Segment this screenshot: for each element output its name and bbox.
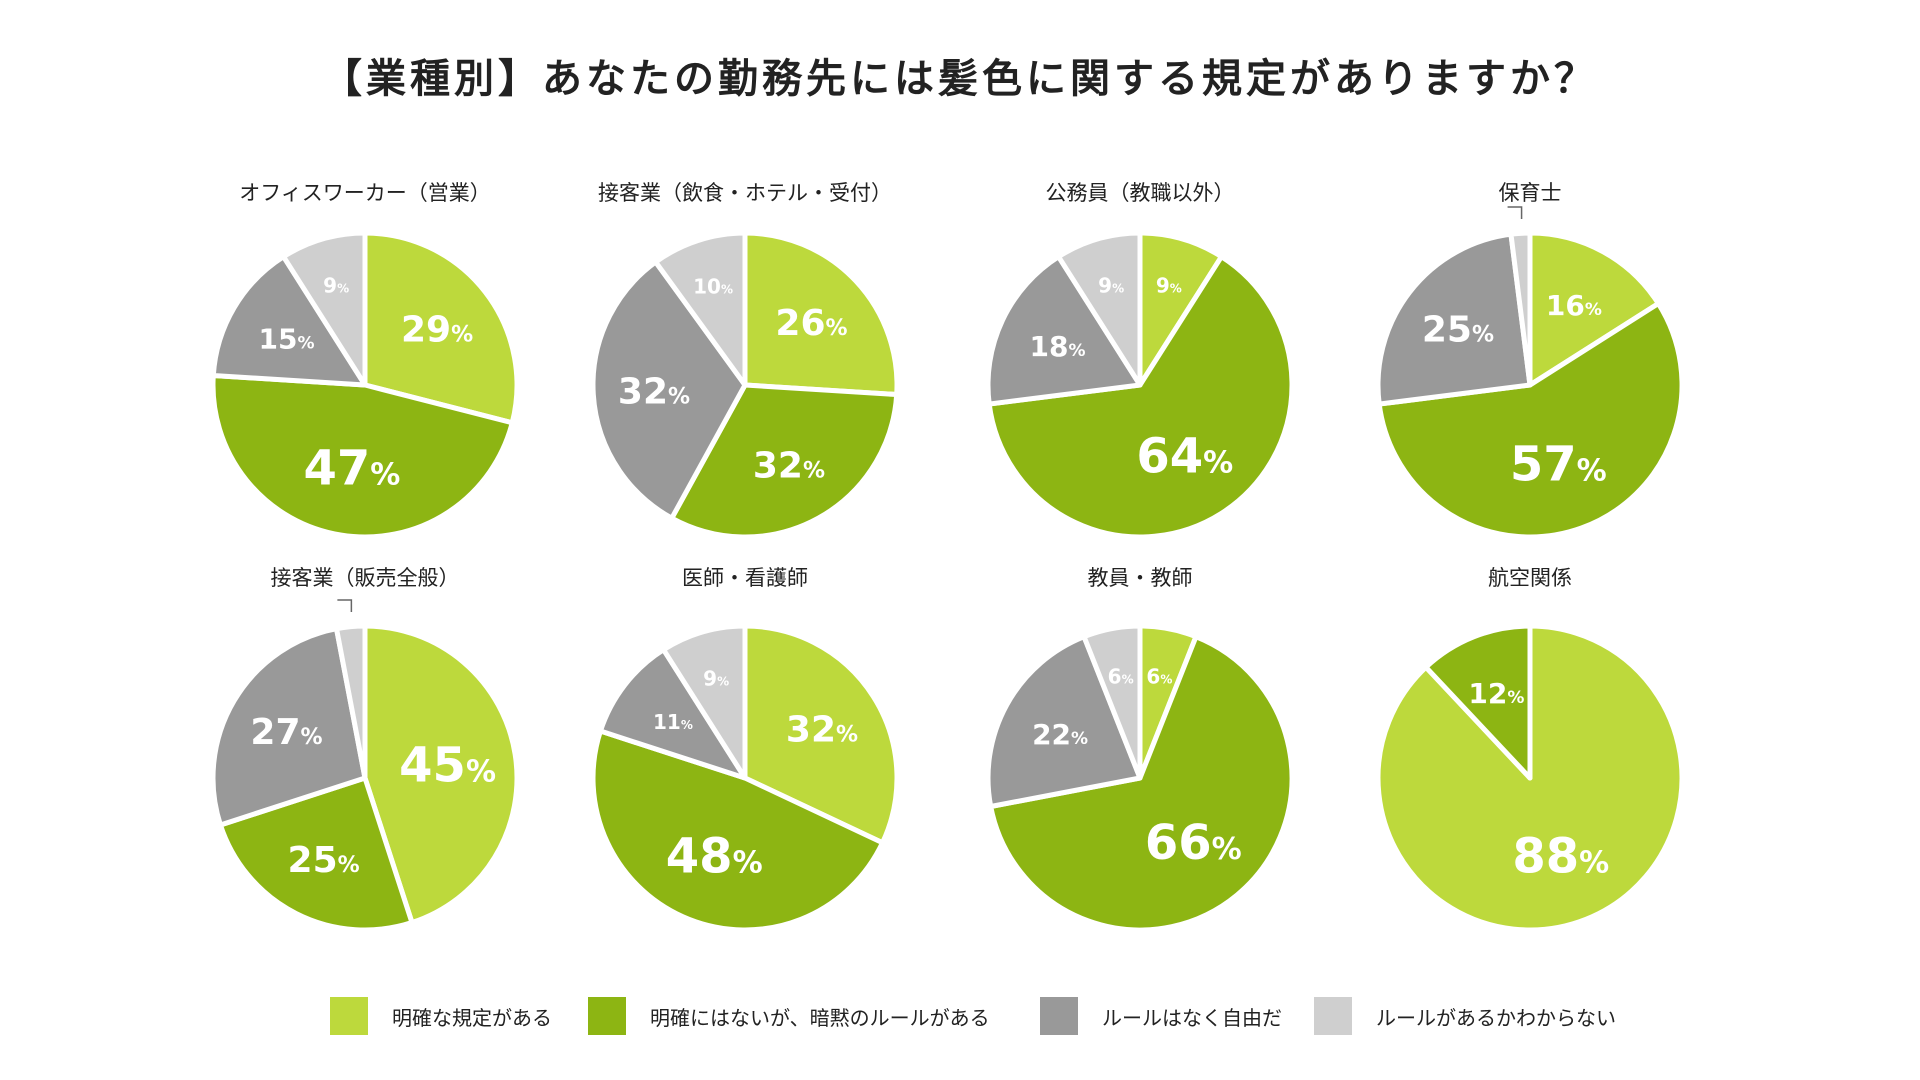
pie-label-aviation-unknown: 0%: [1539, 595, 1560, 614]
legend-swatch-unknown: [1314, 997, 1352, 1035]
pie-chart-hospitality: 接客業（飲食・ホテル・受付） 26% 32% 32% 10%: [590, 181, 900, 540]
pie-slice-hospitality-unknown: [653, 230, 748, 388]
pie-label-nursery-teacher-explicit: 16%: [1546, 289, 1602, 322]
legend-item-explicit: 明確な規定がある: [330, 996, 552, 1036]
pie-chart-retail: 接客業（販売全般） 45% 25% 27% 3%: [210, 566, 520, 933]
pie-title-office-sales: オフィスワーカー（営業）: [239, 181, 491, 205]
pie-chart-aviation: 航空関係 88% 12% 0% 0%: [1375, 566, 1685, 933]
legend-label-unknown: ルールがあるかわからない: [1376, 1005, 1616, 1030]
pie-label-aviation-free: 0%: [1493, 595, 1514, 614]
pie-title-retail: 接客業（販売全般）: [271, 566, 460, 590]
pie-label-office-sales-unknown: 9%: [323, 274, 349, 298]
pie-slice-medical-free: [597, 647, 748, 781]
pie-slice-retail-free: [210, 626, 368, 828]
pie-leader-retail-unknown: [337, 599, 353, 612]
legend-label-free: ルールはなく自由だ: [1102, 1005, 1282, 1030]
pie-label-hospitality-unknown: 10%: [693, 275, 733, 299]
pie-slice-medical-explicit: [742, 623, 900, 846]
pie-chart-office-sales: オフィスワーカー（営業） 29% 47% 15% 9%: [210, 181, 520, 540]
pie-label-civil-servant-unknown: 9%: [1098, 274, 1124, 298]
pie-label-civil-servant-free: 18%: [1029, 330, 1085, 363]
pie-slice-civil-servant-implicit: [986, 254, 1295, 540]
pie-label-teacher-unknown: 6%: [1108, 664, 1134, 688]
pie-slice-office-sales-implicit: [210, 372, 515, 540]
pie-label-teacher-implicit: 66%: [1145, 815, 1242, 871]
pie-slice-teacher-free: [985, 634, 1143, 809]
pie-slice-medical-implicit: [590, 728, 886, 933]
legend-label-implicit: 明確にはないが、暗黙のルールがある: [650, 1005, 990, 1030]
pie-label-teacher-free: 22%: [1032, 718, 1088, 751]
pie-label-medical-implicit: 48%: [666, 829, 763, 885]
legend-item-implicit: 明確にはないが、暗黙のルールがある: [588, 996, 990, 1036]
pie-slice-hospitality-free: [590, 259, 748, 521]
pie-slice-teacher-unknown: [1081, 623, 1143, 781]
pie-label-retail-free: 27%: [250, 712, 322, 753]
pie-slice-nursery-teacher-implicit: [1376, 301, 1685, 540]
pie-title-aviation: 航空関係: [1488, 566, 1572, 590]
pie-label-retail-explicit: 45%: [399, 738, 496, 794]
pie-slice-teacher-implicit: [988, 634, 1295, 933]
pie-label-medical-free: 11%: [653, 710, 693, 734]
pie-title-teacher: 教員・教師: [1088, 566, 1193, 590]
pie-slice-hospitality-explicit: [742, 230, 900, 398]
pie-label-nursery-teacher-free: 25%: [1422, 310, 1494, 351]
pie-slice-hospitality-implicit: [669, 382, 900, 540]
pie-chart-civil-servant: 公務員（教職以外） 9% 64% 18% 9%: [985, 181, 1295, 540]
pie-slice-retail-implicit: [217, 775, 415, 933]
pie-slice-retail-explicit: [362, 623, 520, 926]
legend-label-explicit: 明確な規定がある: [392, 1005, 552, 1030]
pie-slice-civil-servant-unknown: [1056, 230, 1143, 388]
pie-label-office-sales-implicit: 47%: [303, 440, 400, 496]
pie-chart-teacher: 教員・教師 6% 66% 22% 6%: [985, 566, 1295, 933]
pie-label-nursery-teacher-implicit: 57%: [1510, 436, 1607, 492]
legend-swatch-implicit: [588, 997, 626, 1035]
pie-label-retail-unknown: 3%: [308, 592, 332, 613]
pie-leader-nursery-teacher-unknown: [1507, 206, 1523, 219]
pie-label-medical-unknown: 9%: [703, 667, 729, 691]
pie-label-teacher-explicit: 6%: [1146, 664, 1172, 688]
pie-label-aviation-explicit: 88%: [1512, 829, 1609, 885]
pie-label-hospitality-explicit: 26%: [775, 303, 847, 344]
pie-label-nursery-teacher-unknown: 2%: [1478, 199, 1502, 220]
pie-label-civil-servant-implicit: 64%: [1136, 428, 1233, 484]
pie-slice-office-sales-unknown: [281, 230, 368, 388]
pie-slice-office-sales-free: [210, 254, 368, 388]
pie-title-hospitality: 接客業（飲食・ホテル・受付）: [598, 181, 892, 205]
pie-label-office-sales-explicit: 29%: [401, 310, 473, 351]
pie-slice-civil-servant-free: [985, 254, 1143, 407]
pie-slice-aviation-explicit: [1375, 623, 1685, 933]
pie-label-hospitality-free: 32%: [618, 371, 690, 412]
pie-slice-nursery-teacher-unknown: [1508, 230, 1533, 388]
legend-item-unknown: ルールがあるかわからない: [1314, 996, 1616, 1036]
pie-slice-office-sales-explicit: [362, 230, 520, 426]
legend-swatch-free: [1040, 997, 1078, 1035]
pie-chart-nursery-teacher: 保育士 16% 57% 25% 2%: [1375, 181, 1685, 540]
pie-chart-medical: 医師・看護師 32% 48% 11% 9%: [590, 566, 900, 933]
pie-label-aviation-implicit: 12%: [1468, 677, 1524, 710]
pie-label-hospitality-implicit: 32%: [753, 446, 825, 487]
pie-label-medical-explicit: 32%: [786, 710, 858, 751]
pie-slice-nursery-teacher-explicit: [1527, 230, 1661, 388]
pie-label-retail-implicit: 25%: [288, 840, 360, 881]
legend-swatch-explicit: [330, 997, 368, 1035]
legend-item-free: ルールはなく自由だ: [1040, 996, 1282, 1036]
pie-slice-aviation-implicit: [1423, 623, 1533, 781]
pie-label-civil-servant-explicit: 9%: [1156, 274, 1182, 298]
chart-main-title: 【業種別】あなたの勤務先には髪色に関する規定がありますか？: [322, 56, 1598, 102]
pie-title-nursery-teacher: 保育士: [1499, 181, 1562, 205]
pie-slice-medical-unknown: [661, 623, 748, 781]
pie-slice-retail-unknown: [334, 623, 368, 781]
legend: 明確な規定がある 明確にはないが、暗黙のルールがある ルールはなく自由だ ルール…: [330, 996, 1630, 1040]
pie-slice-nursery-teacher-free: [1375, 231, 1533, 407]
pie-title-medical: 医師・看護師: [682, 566, 808, 590]
pie-title-civil-servant: 公務員（教職以外）: [1046, 181, 1235, 205]
pie-label-office-sales-free: 15%: [258, 322, 314, 355]
